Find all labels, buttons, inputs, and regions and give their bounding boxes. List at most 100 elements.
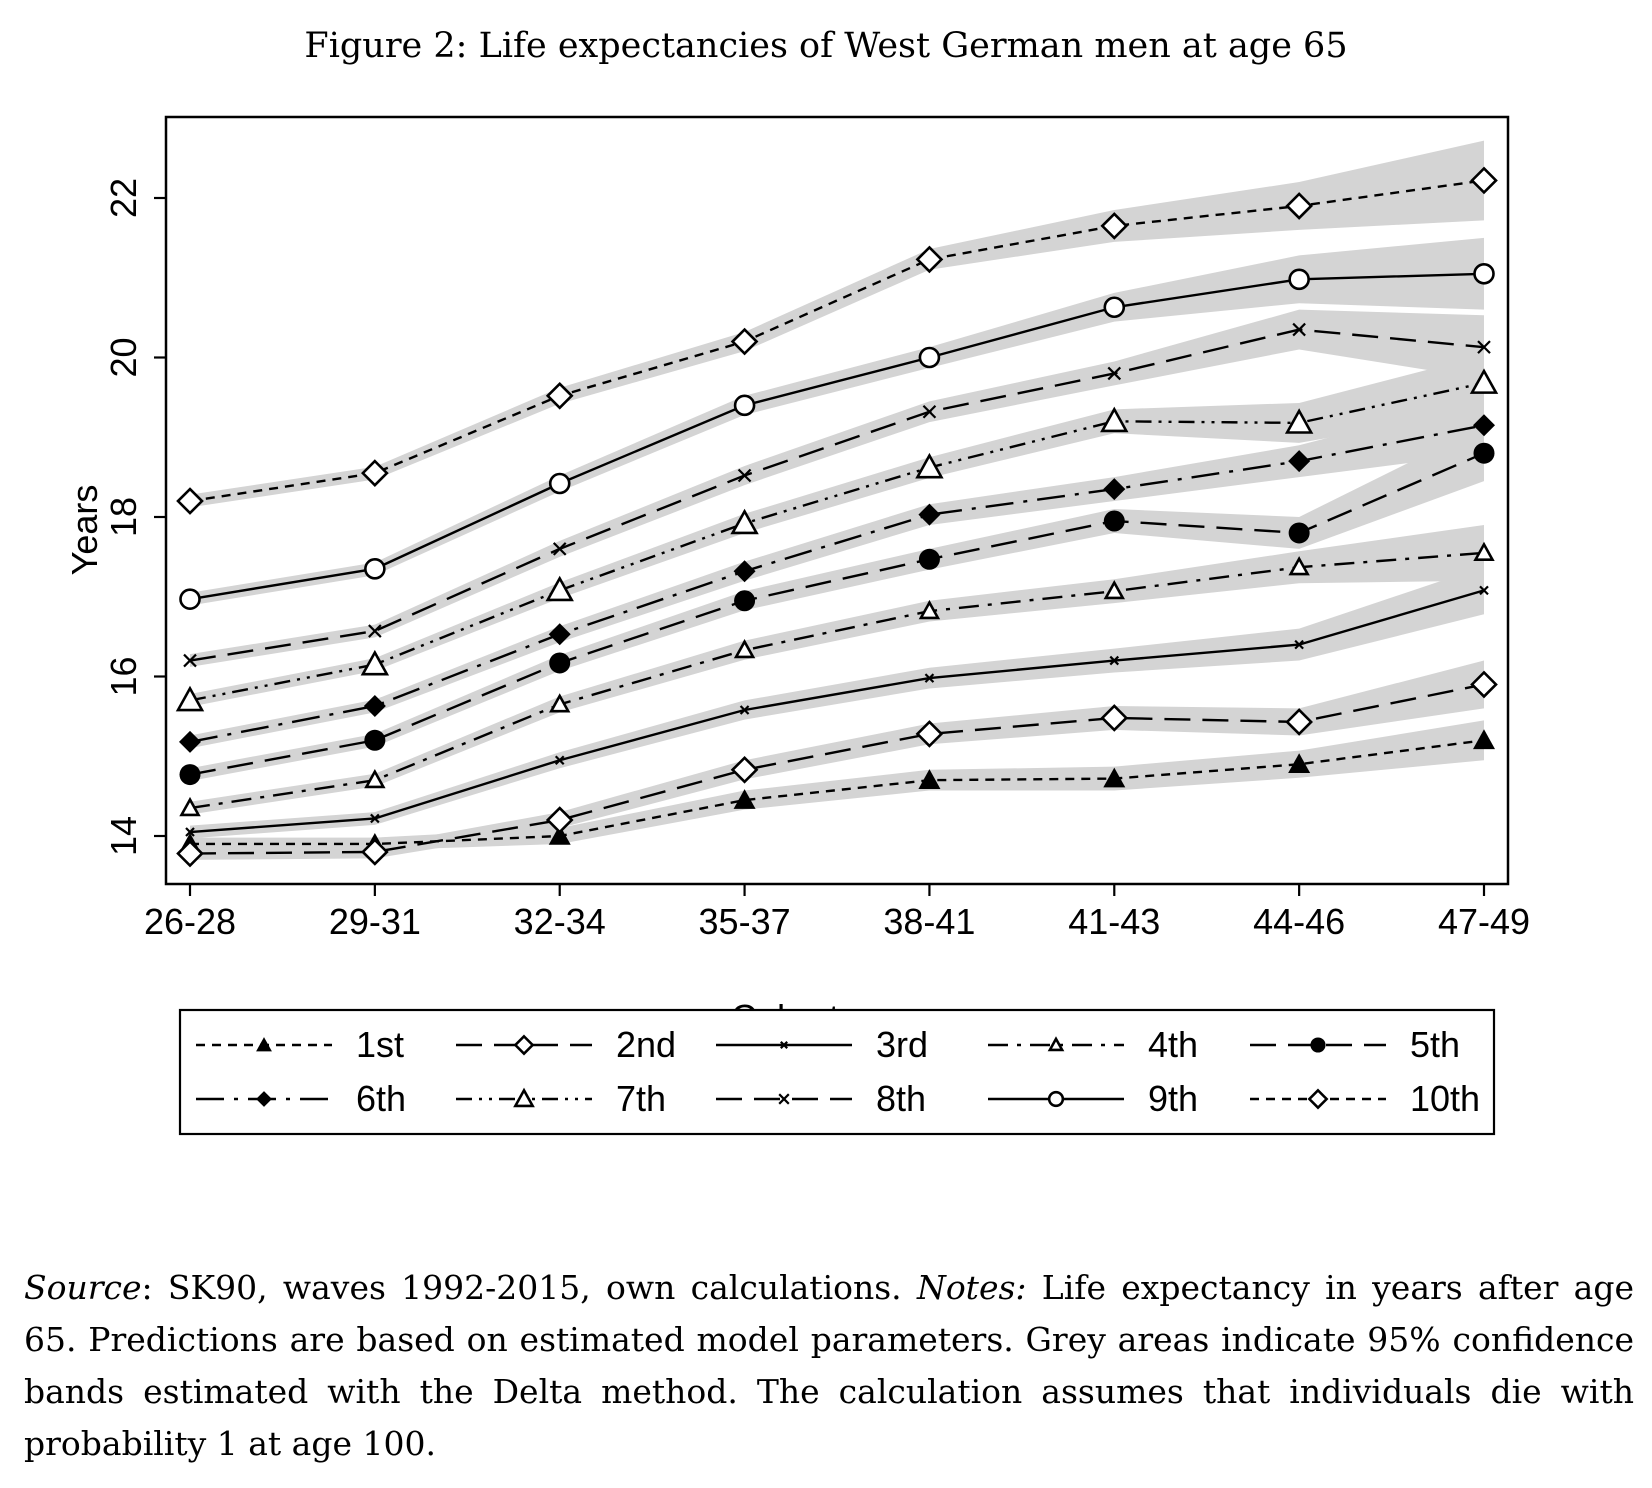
point-5th-41-43 [1103,510,1125,532]
legend-marker-6th [256,1091,272,1107]
point-6th-41-43 [1103,478,1126,501]
band-7th [190,355,1484,707]
legend-item-7th: 7th [456,1078,666,1119]
legend-label-6th: 6th [356,1078,406,1119]
point-3rd-41-43 [1109,655,1120,666]
point-6th-29-31 [363,695,386,718]
point-6th-44-46 [1288,450,1311,473]
point-1st-44-46 [1288,753,1311,774]
point-1st-38-41 [918,769,941,789]
point-9th-44-46 [1288,268,1310,291]
point-8th-41-43 [1107,366,1122,381]
y-tick-label-18: 18 [103,497,144,537]
point-4th-32-34 [549,693,571,713]
point-1st-35-37 [733,789,756,809]
point-5th-32-34 [549,652,571,674]
line-8th [189,328,1485,662]
confidence-bands [190,140,1484,860]
point-6th-35-37 [733,560,756,583]
line-2nd [189,683,1485,855]
point-7th-41-43 [1100,406,1129,433]
point-8th-47-49 [1477,340,1491,354]
point-3rd-47-49 [1479,585,1489,596]
legend-item-1st: 1st [196,1024,404,1065]
point-10th-38-41 [915,245,944,274]
series-lines [189,179,1485,855]
band-1st [190,720,1484,851]
point-5th-47-49 [1473,442,1495,464]
point-3rd-44-46 [1294,639,1304,650]
point-10th-26-28 [176,487,204,515]
legend-marker-9th [1047,1090,1065,1108]
legend-label-9th: 9th [1148,1078,1198,1119]
band-5th [190,425,1484,781]
legend-label-8th: 8th [876,1078,926,1119]
line-6th [189,424,1485,744]
line-5th [189,452,1485,776]
x-tick-label-26-28: 26-28 [144,901,236,942]
point-7th-32-34 [545,575,574,602]
x-tick-label-32-34: 32-34 [514,901,606,942]
band-8th [190,309,1484,667]
band-2nd [190,660,1484,860]
legend-box [178,1008,1496,1136]
point-2nd-44-46 [1285,708,1313,736]
point-7th-35-37 [730,508,759,535]
legend-item-9th: 9th [988,1078,1198,1119]
legend-marker-5th [1310,1037,1326,1053]
legend-marker-3rd [780,1041,788,1049]
band-6th [190,397,1484,749]
legend-label-4th: 4th [1148,1024,1198,1065]
point-2nd-26-28 [176,839,204,868]
legend-item-10th: 10th [1250,1078,1480,1119]
point-8th-44-46 [1292,322,1306,337]
legend-item-5th: 5th [1250,1024,1460,1065]
point-2nd-38-41 [915,720,944,748]
point-2nd-29-31 [361,838,389,866]
point-3rd-26-28 [185,827,195,837]
point-10th-32-34 [545,381,574,410]
point-6th-32-34 [548,623,571,646]
point-9th-32-34 [548,472,571,495]
legend-label-3rd: 3rd [876,1024,928,1065]
y-axis-label: Years [64,485,105,576]
legend-label-5th: 5th [1410,1024,1460,1065]
point-3rd-35-37 [739,705,750,715]
legend-marker-4th [1047,1036,1065,1052]
legend-label-7th: 7th [616,1078,666,1119]
point-3rd-29-31 [370,813,380,824]
plot-frame [164,115,1510,886]
point-4th-38-41 [918,599,941,620]
y-tick-label-20: 20 [103,337,144,377]
point-9th-35-37 [733,394,756,417]
legend-item-6th: 6th [196,1078,406,1119]
legend-marker-7th [513,1087,535,1108]
point-4th-44-46 [1288,556,1310,576]
x-tick-label-38-41: 38-41 [883,901,975,942]
point-4th-41-43 [1103,579,1125,600]
legend-label-10th: 10th [1410,1078,1480,1119]
y-tick-label-14: 14 [103,816,144,856]
legend-item-4th: 4th [988,1024,1198,1065]
x-tick-label-35-37: 35-37 [699,901,791,942]
line-1st [190,739,1485,846]
point-1st-41-43 [1103,767,1126,788]
point-1st-32-34 [548,825,571,845]
band-4th [190,524,1484,815]
point-4th-47-49 [1473,541,1495,561]
point-8th-38-41 [922,404,937,419]
x-tick-label-44-46: 44-46 [1253,901,1345,942]
point-7th-26-28 [175,685,205,712]
point-8th-35-37 [737,468,752,483]
point-6th-26-28 [179,730,201,753]
x-tick-label-47-49: 47-49 [1438,901,1530,942]
legend-label-1st: 1st [356,1024,404,1065]
legend-item-2nd: 2nd [456,1024,676,1065]
point-4th-35-37 [733,639,756,659]
point-10th-29-31 [361,459,389,487]
series-markers [175,166,1499,868]
axes: 26-28 29-31 32-34 35-37 38-41 41-43 44-46 47-49… [103,178,1530,942]
point-10th-44-46 [1285,192,1313,220]
figure-caption: Source: SK90, waves 1992-2015, own calcu… [24,1262,1634,1470]
point-7th-47-49 [1469,368,1499,394]
